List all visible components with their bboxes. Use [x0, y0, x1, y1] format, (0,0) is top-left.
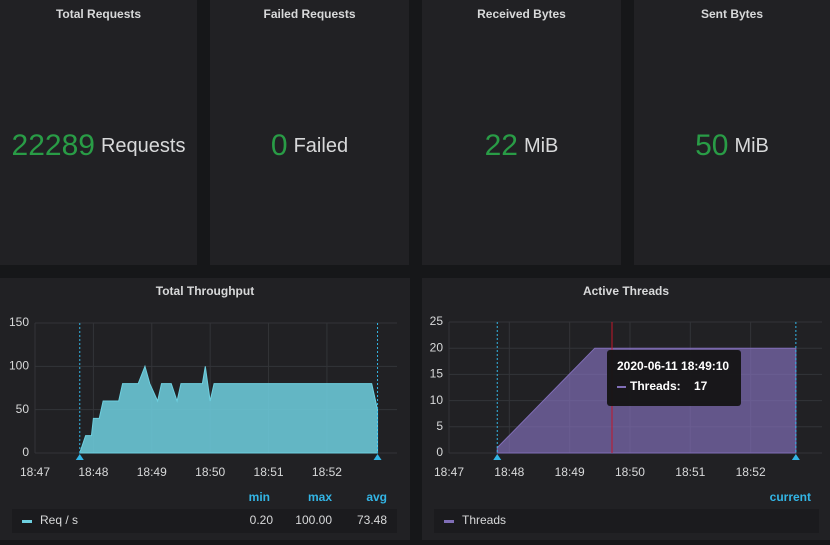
y-tick-label: 100	[9, 359, 29, 373]
legend-header: avg	[366, 490, 387, 504]
stat-title: Failed Requests	[263, 7, 355, 21]
tooltip-value: 17	[694, 379, 708, 393]
y-tick-label: 0	[436, 445, 443, 459]
stat-title: Total Requests	[56, 7, 141, 21]
stat-value: 22289	[12, 129, 95, 162]
stat: 22 MiB	[485, 129, 559, 162]
legend-row	[434, 509, 819, 533]
y-tick-label: 15	[430, 367, 444, 381]
stat-unit: Failed	[294, 135, 348, 157]
x-tick-label: 18:47	[20, 465, 50, 479]
stat-unit: MiB	[734, 135, 768, 157]
tooltip-swatch	[617, 386, 626, 388]
panel	[634, 0, 830, 265]
annotation-marker	[493, 454, 502, 460]
annotation-marker	[75, 454, 84, 460]
stat-value: 0	[271, 129, 288, 162]
tooltip	[607, 350, 741, 406]
stat-value: 50	[695, 129, 728, 162]
x-tick-label: 18:50	[615, 465, 645, 479]
legend-swatch	[22, 520, 32, 523]
legend-header: min	[249, 490, 270, 504]
legend-label: Threads	[462, 513, 506, 527]
y-tick-label: 0	[22, 445, 29, 459]
legend-header: max	[308, 490, 332, 504]
stat-unit: Requests	[101, 135, 186, 157]
x-tick-label: 18:48	[494, 465, 524, 479]
stat: 22289 Requests	[12, 129, 186, 162]
area	[79, 364, 379, 454]
x-tick-label: 18:51	[675, 465, 705, 479]
stat-title: Received Bytes	[477, 7, 566, 21]
panel	[0, 0, 197, 265]
x-tick-label: 18:52	[736, 465, 766, 479]
y-tick-label: 20	[430, 340, 444, 354]
tooltip-title: 2020-06-11 18:49:10	[617, 359, 729, 373]
y-tick-label: 50	[16, 402, 30, 416]
y-tick-label: 25	[430, 314, 444, 328]
x-tick-label: 18:52	[312, 465, 342, 479]
stat: 0 Failed	[271, 129, 348, 162]
stat-unit: MiB	[524, 135, 558, 157]
legend-row	[12, 509, 397, 533]
stat-title: Sent Bytes	[701, 7, 763, 21]
stat-value: 22	[485, 129, 518, 162]
x-tick-label: 18:49	[137, 465, 167, 479]
x-tick-label: 18:48	[78, 465, 108, 479]
y-tick-label: 5	[436, 419, 443, 433]
legend-label: Req / s	[40, 513, 78, 527]
chart-title: Active Threads	[583, 284, 669, 298]
annotation-marker	[791, 454, 800, 460]
x-tick-label: 18:49	[555, 465, 585, 479]
panel	[422, 0, 621, 265]
x-tick-label: 18:47	[434, 465, 464, 479]
y-tick-label: 10	[430, 393, 444, 407]
legend-value: 0.20	[250, 513, 274, 527]
panel	[210, 0, 409, 265]
legend-swatch	[444, 520, 454, 523]
chart-title: Total Throughput	[156, 284, 254, 298]
legend-header: current	[770, 490, 811, 504]
legend-value: 73.48	[357, 513, 387, 527]
y-tick-label: 150	[9, 315, 29, 329]
legend-value: 100.00	[295, 513, 332, 527]
x-tick-label: 18:50	[195, 465, 225, 479]
x-tick-label: 18:51	[254, 465, 284, 479]
stat: 50 MiB	[695, 129, 769, 162]
tooltip-label: Threads:	[630, 379, 681, 393]
annotation-marker	[373, 454, 382, 460]
